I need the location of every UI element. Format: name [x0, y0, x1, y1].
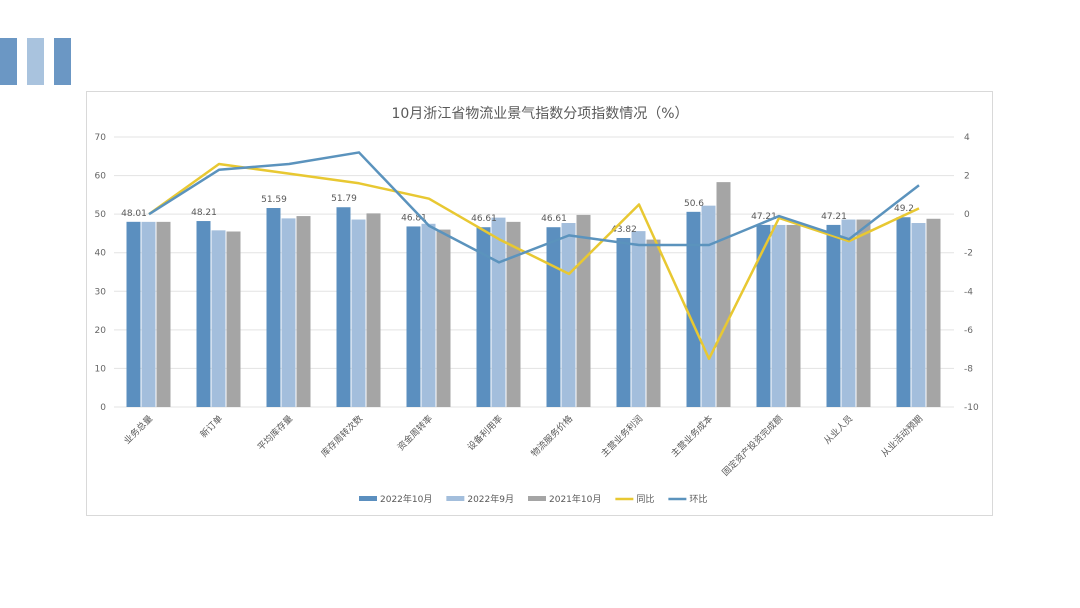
bar-2021年10月 — [366, 213, 381, 407]
bar-2021年10月 — [436, 229, 451, 407]
bar-2022年9月 — [841, 219, 856, 407]
bar-2022年9月 — [141, 221, 156, 407]
bar-2022年10月 — [406, 226, 421, 407]
decorative-bar-1 — [0, 38, 17, 85]
x-tick-label: 资金周转率 — [395, 413, 435, 453]
bar-2021年10月 — [716, 182, 731, 407]
legend-label: 同比 — [636, 493, 654, 505]
data-label: 47.21 — [751, 212, 777, 222]
legend-label: 2022年10月 — [380, 493, 432, 505]
x-tick-label: 平均库存量 — [255, 413, 295, 453]
bar-2022年9月 — [491, 217, 506, 407]
x-tick-label: 主营业务成本 — [668, 413, 715, 460]
y-left-tick-label: 10 — [95, 364, 107, 374]
bar-2021年10月 — [576, 214, 591, 407]
x-tick-label: 物流服务价格 — [528, 413, 575, 460]
bar-2022年9月 — [561, 223, 576, 407]
bar-2022年10月 — [896, 217, 911, 407]
bar-2022年10月 — [686, 211, 701, 407]
y-left-tick-label: 70 — [95, 133, 107, 143]
x-tick-label: 固定资产投资完成额 — [719, 413, 785, 479]
bar-2022年10月 — [266, 208, 281, 407]
data-label: 46.81 — [401, 213, 427, 223]
y-right-tick-label: 4 — [964, 133, 970, 143]
bar-2022年10月 — [196, 221, 211, 407]
line-同比 — [148, 162, 920, 361]
y-right-tick-label: 2 — [964, 172, 970, 182]
legend-swatch — [359, 496, 377, 501]
decorative-bar-3 — [54, 38, 71, 85]
y-left-tick-label: 40 — [95, 249, 107, 259]
x-tick-label: 设备利用率 — [465, 413, 505, 453]
data-label: 46.61 — [541, 214, 567, 224]
y-left-tick-label: 60 — [95, 172, 107, 182]
y-left-tick-label: 50 — [95, 210, 107, 220]
data-label: 51.59 — [261, 195, 287, 205]
legend-label: 2021年10月 — [549, 493, 601, 505]
bar-2022年10月 — [126, 221, 141, 407]
y-right-tick-label: -2 — [964, 249, 973, 259]
bar-2022年9月 — [701, 205, 716, 407]
bar-2021年10月 — [786, 224, 801, 407]
bar-2022年10月 — [476, 227, 491, 407]
legend-label: 环比 — [689, 493, 707, 505]
y-right-tick-label: -4 — [964, 287, 973, 297]
bar-2022年9月 — [771, 224, 786, 407]
chart-container: 10月浙江省物流业景气指数分项指数情况（%） 0 10 20 30 40 50 60 70 -1… — [86, 91, 993, 516]
data-label: 48.01 — [121, 209, 147, 219]
bar-2022年10月 — [756, 224, 771, 407]
bar-2022年10月 — [826, 224, 841, 407]
y-right-tick-label: -10 — [964, 403, 979, 413]
bar-2021年10月 — [156, 221, 171, 407]
y-left-tick-label: 30 — [95, 287, 107, 297]
bar-2022年9月 — [631, 231, 646, 407]
x-tick-label: 库存周转次数 — [318, 413, 365, 460]
bar-2021年10月 — [226, 231, 241, 407]
data-label: 48.21 — [191, 208, 217, 218]
chart-title: 10月浙江省物流业景气指数分项指数情况（%） — [391, 106, 688, 122]
bar-2021年10月 — [856, 219, 871, 407]
data-label: 46.61 — [471, 214, 497, 224]
legend-swatch — [446, 496, 465, 501]
x-tick-label: 业务总量 — [121, 413, 155, 447]
decorative-bar-2 — [27, 38, 44, 85]
bar-2021年10月 — [296, 216, 311, 407]
legend-swatch — [528, 496, 546, 501]
legend-label: 2022年9月 — [467, 493, 514, 505]
bar-2022年9月 — [351, 219, 366, 407]
bar-2021年10月 — [506, 221, 521, 407]
x-tick-label: 主营业务利润 — [598, 413, 645, 460]
bar-2022年9月 — [911, 223, 926, 407]
y-right-tick-label: -8 — [964, 364, 973, 374]
bar-2022年9月 — [421, 223, 436, 407]
y-left-tick-label: 20 — [95, 326, 107, 336]
line-环比 — [148, 151, 920, 264]
combo-chart: 10月浙江省物流业景气指数分项指数情况（%） 010203040506070-1… — [95, 106, 979, 505]
data-label: 49.2 — [894, 204, 914, 214]
bar-2022年10月 — [616, 237, 631, 407]
x-tick-label: 从业人员 — [822, 413, 855, 446]
y-right-tick-label: -6 — [964, 326, 973, 336]
x-tick-label: 从业活动预期 — [878, 413, 925, 460]
y-left-tick-label: 0 — [100, 403, 106, 413]
bar-2022年10月 — [546, 227, 561, 407]
data-label: 51.79 — [331, 194, 357, 204]
bar-2022年10月 — [336, 207, 351, 407]
bar-2021年10月 — [646, 239, 661, 407]
bar-2022年9月 — [281, 218, 296, 407]
data-label: 43.82 — [611, 225, 637, 235]
x-tick-label: 新订单 — [198, 413, 226, 441]
y-right-tick-label: 0 — [964, 210, 970, 220]
bar-2021年10月 — [926, 218, 941, 407]
bar-2022年9月 — [211, 230, 226, 407]
data-label: 47.21 — [821, 212, 847, 222]
data-label: 50.6 — [684, 199, 704, 209]
